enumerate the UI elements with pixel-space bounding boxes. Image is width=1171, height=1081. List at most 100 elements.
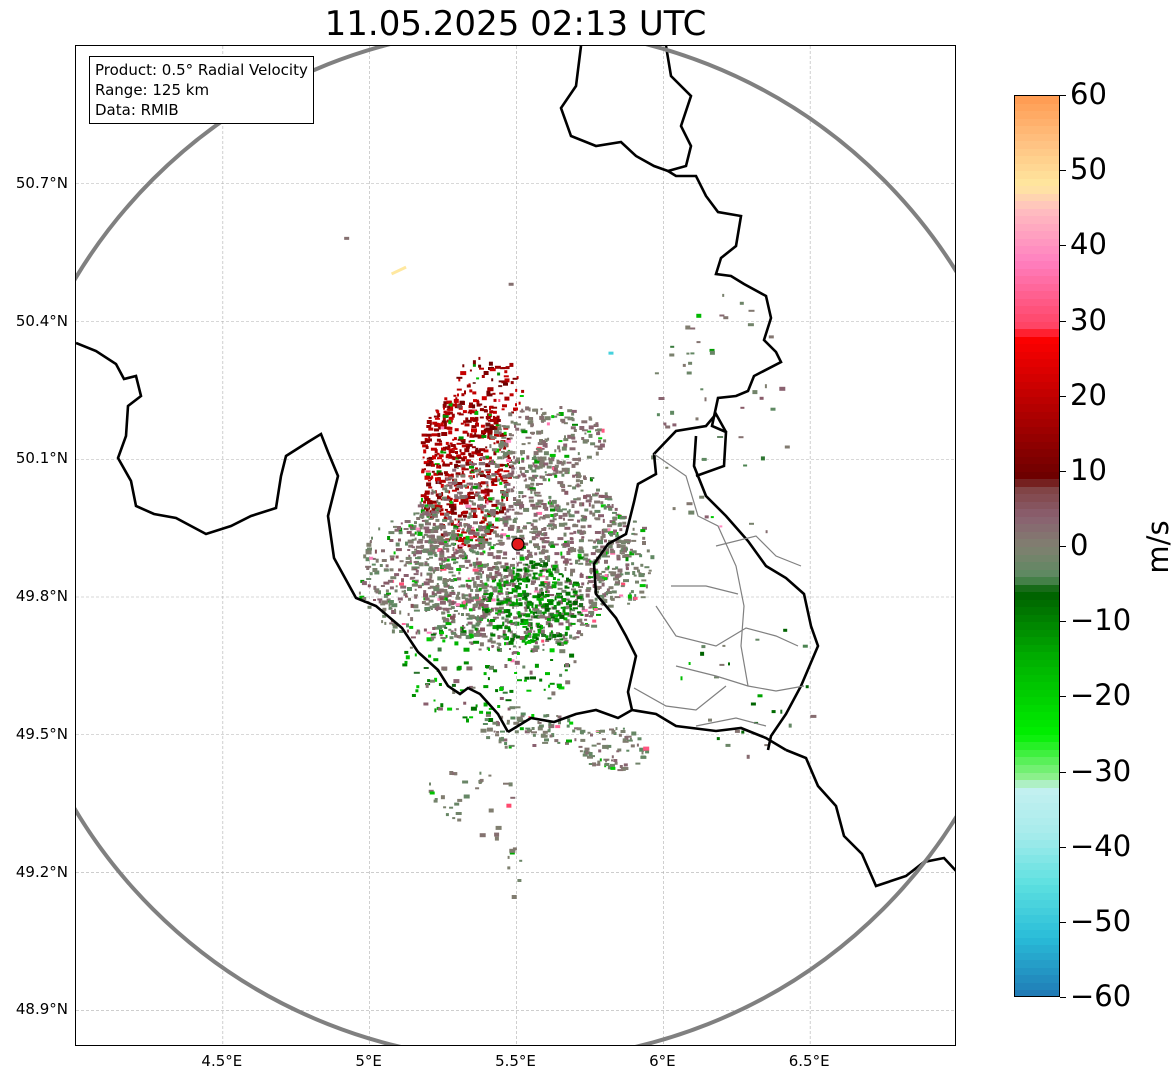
echo-cell — [596, 488, 600, 492]
echo-cell — [500, 475, 504, 480]
echo-cell — [640, 755, 647, 759]
echo-cell — [437, 647, 442, 652]
echo-cell — [381, 600, 388, 605]
echo-cell — [424, 490, 430, 495]
echo-cell — [520, 715, 525, 718]
echo-cell — [585, 751, 591, 755]
colorbar-segment — [1015, 562, 1059, 571]
echo-cell — [586, 558, 591, 562]
colorbar-segment — [1015, 396, 1059, 406]
echo-cell — [482, 570, 484, 574]
colorbar-tick-label: 0 — [1070, 528, 1089, 562]
echo-cell — [430, 608, 433, 610]
echo-cell — [615, 566, 619, 570]
echo-cell — [519, 859, 523, 862]
echo-cell — [555, 725, 561, 729]
radar-map-canvas[interactable] — [76, 46, 956, 1046]
echo-cell — [414, 531, 417, 535]
echo-cell — [492, 497, 495, 500]
echo-cell — [426, 425, 432, 428]
echo-cell — [430, 530, 434, 534]
echo-cell — [554, 596, 557, 601]
echo-cell — [470, 706, 477, 711]
echo-cell — [633, 533, 638, 536]
echo-cell — [541, 634, 547, 637]
echo-cell — [540, 456, 542, 460]
echo-cell — [454, 401, 457, 405]
echo-cell — [610, 552, 616, 555]
echo-cell — [506, 587, 509, 590]
echo-cell — [434, 449, 438, 454]
echo-cell — [523, 596, 527, 599]
echo-cell — [525, 727, 531, 730]
echo-cell — [365, 557, 370, 562]
echo-cell — [479, 456, 483, 459]
echo-cell — [589, 477, 593, 482]
echo-cell — [381, 559, 387, 562]
echo-cell — [556, 684, 562, 688]
echo-cell — [487, 596, 493, 600]
echo-cell — [625, 567, 629, 571]
echo-cell — [503, 522, 508, 527]
echo-cell — [670, 410, 675, 415]
echo-cell — [561, 467, 568, 472]
colorbar-segment — [1015, 704, 1059, 714]
echo-cell — [532, 648, 538, 652]
echo-cell — [511, 467, 516, 470]
echo-cell — [593, 570, 599, 574]
echo-cell — [449, 450, 455, 454]
echo-cell — [567, 434, 573, 439]
echo-cell — [470, 642, 474, 645]
echo-cell — [564, 561, 568, 566]
echo-cell — [473, 399, 477, 403]
echo-cell — [506, 722, 510, 725]
echo-cell — [463, 500, 469, 505]
echo-cell — [520, 618, 525, 623]
echo-cell — [423, 449, 427, 454]
echo-cell — [496, 626, 499, 631]
echo-cell — [519, 612, 526, 616]
echo-cell — [607, 524, 613, 528]
echo-cell — [459, 449, 462, 453]
echo-cell — [523, 630, 527, 634]
echo-cell — [587, 731, 591, 734]
echo-cell — [516, 551, 521, 555]
radar-site-marker[interactable] — [511, 537, 525, 551]
echo-cell — [490, 619, 495, 622]
radar-map[interactable] — [75, 45, 956, 1046]
echo-cell — [414, 537, 417, 541]
echo-cell — [611, 755, 614, 759]
echo-cell — [450, 602, 453, 606]
echo-cell — [453, 437, 457, 441]
echo-cell — [536, 494, 542, 497]
echo-cell — [631, 562, 635, 566]
echo-cell — [424, 468, 426, 471]
echo-cell — [700, 388, 704, 391]
echo-cell — [494, 607, 499, 610]
echo-cell — [557, 715, 562, 719]
echo-cell — [542, 505, 547, 509]
echo-cell — [617, 568, 623, 573]
echo-cell — [529, 592, 532, 595]
echo-cell — [395, 585, 398, 588]
echo-cell — [484, 488, 490, 492]
echo-cell — [611, 532, 616, 535]
echo-cell — [468, 629, 474, 634]
echo-cell — [475, 787, 480, 790]
echo-cell — [469, 389, 473, 393]
echo-cell — [534, 587, 538, 592]
echo-cell — [428, 486, 433, 489]
echo-cell — [640, 596, 646, 599]
echo-cell — [404, 650, 409, 654]
echo-cell — [552, 567, 557, 571]
echo-cell — [414, 588, 417, 591]
echo-cell — [478, 485, 483, 488]
echo-cell — [541, 429, 544, 434]
echo-cell — [595, 451, 599, 456]
echo-cell — [476, 492, 480, 496]
echo-cell — [413, 579, 419, 583]
echo-cell — [527, 565, 531, 569]
echo-cell — [414, 653, 417, 657]
echo-cell — [541, 568, 548, 572]
echo-cell — [458, 521, 462, 526]
